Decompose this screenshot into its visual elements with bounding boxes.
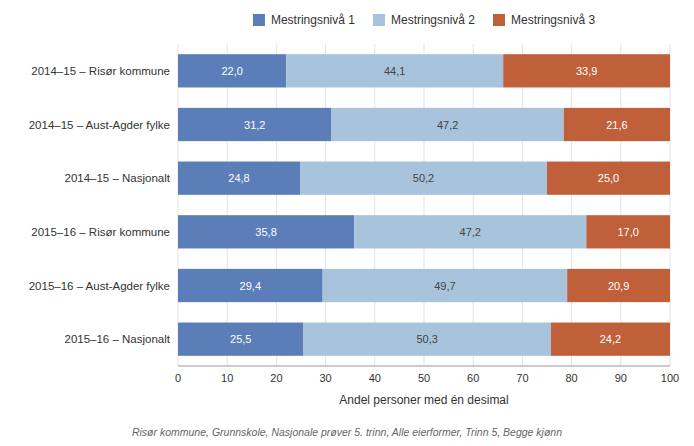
bar — [178, 323, 303, 356]
legend-label: Mestringsnivå 1 — [271, 13, 355, 27]
legend: Mestringsnivå 1 Mestringsnivå 2 Mestringsn… — [253, 13, 595, 27]
y-axis: 2014–15 – Risør kommune 2014–15 – Aust-Ag… — [29, 65, 171, 345]
data-label: 47,2 — [437, 119, 458, 131]
axis-line — [178, 366, 670, 367]
bar — [178, 54, 286, 87]
data-label: 47,2 — [460, 226, 481, 238]
bar — [303, 323, 550, 356]
data-label: 24,2 — [600, 333, 621, 345]
axis-label: Andel personer med én desimal — [339, 393, 508, 407]
bar — [586, 215, 670, 248]
bar — [354, 215, 586, 248]
x-axis: 0 10 20 30 40 50 60 70 80 90 100 Andel personer med… — [175, 366, 679, 407]
data-label: 21,6 — [606, 119, 627, 131]
grid-line — [424, 44, 425, 366]
data-label: 49,7 — [434, 280, 455, 292]
tick-label: 2014–15 – Aust-Agder fylke — [29, 119, 170, 131]
data-label: 24,8 — [228, 172, 249, 184]
grid-line — [374, 44, 375, 366]
data-label: 50,2 — [413, 172, 434, 184]
tick-label: 50 — [418, 372, 430, 384]
tick-label: 2014–15 – Nasjonalt — [65, 172, 171, 184]
grid-line — [227, 44, 228, 366]
data-label: 50,3 — [416, 333, 437, 345]
data-label: 17,0 — [617, 226, 638, 238]
grid-line — [522, 44, 523, 366]
legend-label: Mestringsnivå 2 — [391, 13, 475, 27]
bar — [178, 269, 323, 302]
legend-swatch — [373, 14, 385, 26]
legend-item: Mestringsnivå 1 — [253, 13, 355, 27]
data-labels: 22,0 31,2 24,8 35,8 29,4 25,5 44,1 47,2 50,2 47,2… — [221, 65, 638, 345]
data-label: 29,4 — [240, 280, 261, 292]
legend-swatch — [493, 14, 505, 26]
grid-line — [670, 44, 671, 366]
data-label: 22,0 — [221, 65, 242, 77]
bar — [564, 108, 670, 141]
bar — [332, 108, 564, 141]
bar — [178, 215, 354, 248]
grid — [178, 44, 670, 366]
data-label: 33,9 — [576, 65, 597, 77]
bars — [178, 54, 670, 356]
tick-label: 100 — [661, 372, 679, 384]
tick-label: 70 — [516, 372, 528, 384]
bar — [567, 269, 670, 302]
footnote: Risør kommune, Grunnskole, Nasjonale prø… — [132, 426, 562, 438]
grid-line — [571, 44, 572, 366]
data-label: 35,8 — [255, 226, 276, 238]
tick-label: 2014–15 – Risør kommune — [31, 65, 170, 77]
tick-label: 20 — [270, 372, 282, 384]
bar — [178, 108, 332, 141]
tick-label: 40 — [369, 372, 381, 384]
grid-line — [178, 44, 179, 366]
chart: 22,0 31,2 24,8 35,8 29,4 25,5 44,1 47,2 50,2 47,2… — [0, 0, 694, 446]
grid-line — [620, 44, 621, 366]
tick-label: 2015–16 – Aust-Agder fylke — [29, 280, 170, 292]
tick-label: 2015–16 – Nasjonalt — [65, 333, 171, 345]
tick-label: 90 — [615, 372, 627, 384]
data-label: 20,9 — [608, 280, 629, 292]
data-label: 25,5 — [230, 333, 251, 345]
grid-line — [325, 44, 326, 366]
tick-label: 0 — [175, 372, 181, 384]
bar — [323, 269, 568, 302]
legend-swatch — [253, 14, 265, 26]
grid-line — [276, 44, 277, 366]
bar — [300, 162, 547, 195]
bar — [503, 54, 670, 87]
tick-label: 30 — [319, 372, 331, 384]
bar — [178, 162, 300, 195]
bar — [547, 162, 670, 195]
tick-label: 10 — [221, 372, 233, 384]
data-label: 44,1 — [384, 65, 405, 77]
bar — [551, 323, 670, 356]
bar — [286, 54, 503, 87]
data-label: 31,2 — [244, 119, 265, 131]
tick-label: 2015–16 – Risør kommune — [31, 226, 170, 238]
legend-item: Mestringsnivå 3 — [493, 13, 595, 27]
grid-line — [473, 44, 474, 366]
tick-label: 60 — [467, 372, 479, 384]
data-label: 25,0 — [598, 172, 619, 184]
legend-item: Mestringsnivå 2 — [373, 13, 475, 27]
legend-label: Mestringsnivå 3 — [511, 13, 595, 27]
tick-label: 80 — [565, 372, 577, 384]
